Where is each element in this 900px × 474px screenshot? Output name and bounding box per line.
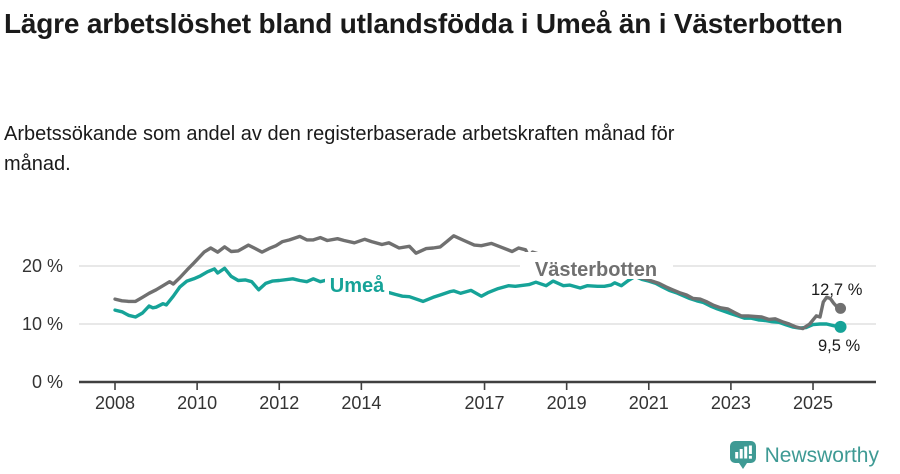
newsworthy-logo-icon [729, 441, 756, 469]
series-end-dot-umea [834, 320, 847, 333]
chart-subtitle: Arbetssökande som andel av den registerb… [4, 123, 675, 175]
x-tick-label: 2012 [259, 393, 299, 413]
y-tick-label: 20 % [22, 256, 63, 276]
series-line-vasterbotten [113, 234, 843, 331]
brand-name: Newsworthy [764, 443, 879, 467]
series-line-umea [113, 266, 843, 330]
y-tick-label: 10 % [22, 314, 63, 334]
newsworthy-link[interactable]: Newsworthy [729, 441, 879, 469]
series-label-vasterbotten: Västerbotten [535, 259, 657, 281]
series-label-halo-vasterbotten [520, 252, 673, 279]
end-value-label-vasterbotten: 12,7 % [811, 281, 863, 299]
x-tick-label: 2010 [177, 393, 217, 413]
x-tick-label: 2023 [711, 393, 751, 413]
x-tick-label: 2008 [95, 393, 135, 413]
x-tick-label: 2014 [341, 393, 381, 413]
x-tick-label: 2019 [547, 393, 587, 413]
series-label-umea: Umeå [330, 274, 385, 297]
series-end-dot-vasterbotten [835, 302, 847, 314]
series-label-halo-umea [325, 271, 389, 296]
page-title: Lägre arbetslöshet bland utlandsfödda i … [4, 8, 843, 39]
end-value-label-umea: 9,5 % [818, 337, 861, 355]
x-tick-label: 2021 [629, 393, 669, 413]
x-tick-label: 2025 [793, 393, 833, 413]
x-tick-label: 2017 [465, 393, 505, 413]
y-tick-label: 0 % [32, 372, 63, 392]
